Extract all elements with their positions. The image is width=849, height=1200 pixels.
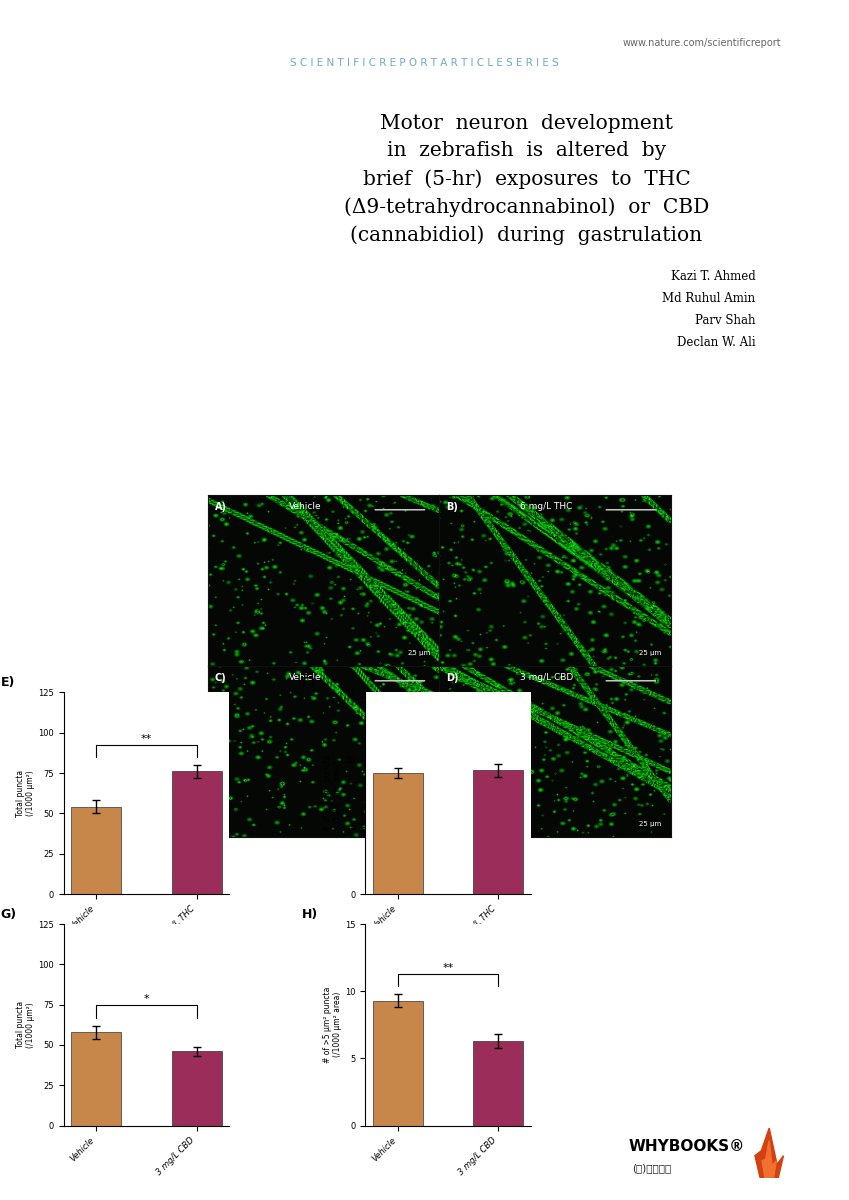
Text: 6 mg/L THC: 6 mg/L THC <box>520 502 573 511</box>
Text: www.nature.com/scientificreport: www.nature.com/scientificreport <box>622 38 781 48</box>
Text: **: ** <box>141 734 152 744</box>
Bar <box>473 770 523 894</box>
Text: H): H) <box>302 908 318 920</box>
Text: Vehicle: Vehicle <box>289 502 322 511</box>
Text: A): A) <box>215 502 227 512</box>
Text: **: ** <box>442 962 453 973</box>
Text: Vehicle: Vehicle <box>289 673 322 682</box>
Polygon shape <box>755 1128 784 1178</box>
Text: 25 μm: 25 μm <box>408 649 430 655</box>
Text: WHYBOOKS®: WHYBOOKS® <box>628 1140 745 1154</box>
Bar <box>71 806 121 894</box>
Text: 25 μm: 25 μm <box>408 821 430 827</box>
Bar <box>171 1051 222 1126</box>
Y-axis label: Total puncta
(/1000 μm²): Total puncta (/1000 μm²) <box>16 1001 36 1049</box>
Y-axis label: # of >5 μm² puncta
(/1000 μm² area): # of >5 μm² puncta (/1000 μm² area) <box>323 755 342 832</box>
Text: Kazi T. Ahmed
Md Ruhul Amin
Parv Shah
Declan W. Ali: Kazi T. Ahmed Md Ruhul Amin Parv Shah De… <box>662 270 756 349</box>
Bar <box>71 1032 121 1126</box>
Text: 25 μm: 25 μm <box>639 649 661 655</box>
Text: S C I E N T I F I C R E P O R T A R T I C L E S E R I E S: S C I E N T I F I C R E P O R T A R T I … <box>290 58 559 67</box>
Text: E): E) <box>1 677 15 689</box>
Text: F): F) <box>302 677 317 689</box>
Text: Motor  neuron  development
in  zebrafish  is  altered  by
brief  (5-hr)  exposur: Motor neuron development in zebrafish is… <box>344 114 709 245</box>
Text: 3 mg/L CBD: 3 mg/L CBD <box>520 673 574 682</box>
Bar <box>473 1040 523 1126</box>
Bar <box>373 773 423 894</box>
Text: G): G) <box>1 908 17 920</box>
Polygon shape <box>762 1140 776 1178</box>
Text: *: * <box>143 995 149 1004</box>
Bar <box>373 1001 423 1126</box>
Text: B): B) <box>447 502 458 512</box>
Text: D): D) <box>447 673 458 683</box>
Text: (주)와이북스: (주)와이북스 <box>633 1164 672 1174</box>
Text: 25 μm: 25 μm <box>639 821 661 827</box>
Y-axis label: Total puncta
(/1000 μm²): Total puncta (/1000 μm²) <box>16 769 36 817</box>
Y-axis label: # of >5 μm² puncta
(/1000 μm² area): # of >5 μm² puncta (/1000 μm² area) <box>323 986 342 1063</box>
Text: C): C) <box>215 673 227 683</box>
Bar <box>171 772 222 894</box>
